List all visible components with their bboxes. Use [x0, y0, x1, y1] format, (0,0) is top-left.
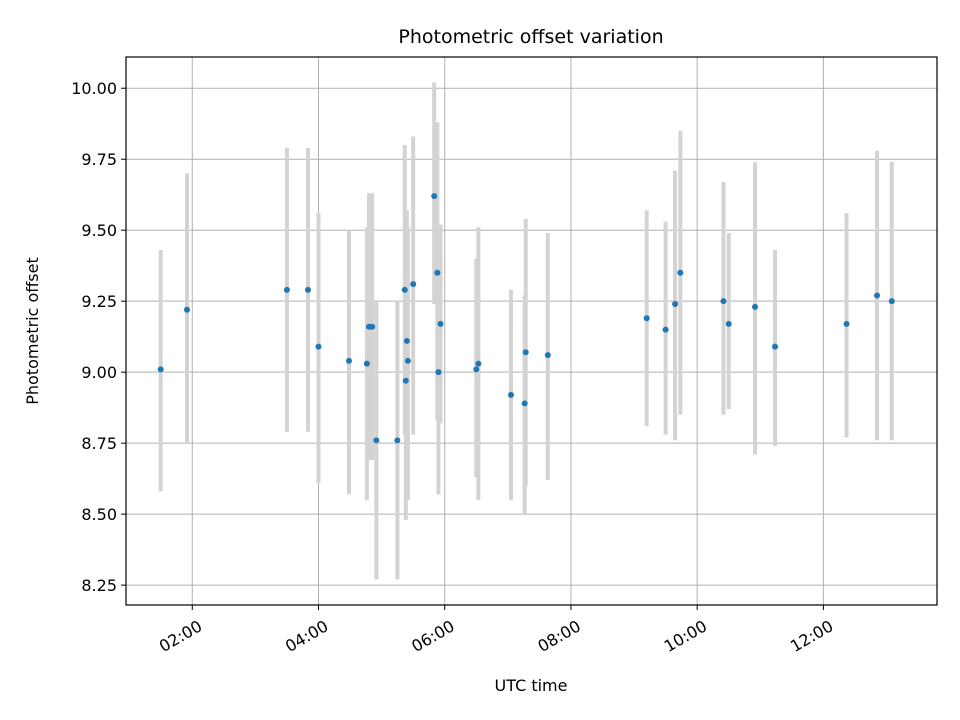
- data-point: [437, 320, 444, 327]
- y-tick-label: 9.25: [81, 292, 117, 311]
- data-point: [874, 292, 881, 299]
- y-tick-label: 8.25: [81, 576, 117, 595]
- y-tick-label: 8.50: [81, 505, 117, 524]
- data-point: [643, 315, 650, 322]
- data-point: [677, 269, 684, 276]
- data-point: [843, 320, 850, 327]
- data-point: [410, 281, 417, 288]
- data-point: [672, 301, 679, 308]
- data-point: [772, 343, 779, 350]
- data-point: [283, 286, 290, 293]
- data-point: [363, 360, 370, 367]
- y-tick-label: 9.75: [81, 150, 117, 169]
- y-axis: 8.25 8.50 8.75 9.00 9.25 9.50 9.75 10.00: [71, 79, 126, 595]
- data-point: [403, 337, 410, 344]
- data-point: [720, 298, 727, 305]
- data-point: [369, 323, 376, 330]
- data-point: [184, 306, 191, 313]
- data-point: [404, 357, 411, 364]
- plot-area: [126, 57, 937, 605]
- data-point: [507, 391, 514, 398]
- data-point: [401, 286, 408, 293]
- data-point: [473, 366, 480, 373]
- data-point: [394, 437, 401, 444]
- x-axis-label: UTC time: [495, 676, 568, 695]
- data-point: [752, 303, 759, 310]
- data-point: [662, 326, 669, 333]
- data-point: [522, 349, 529, 356]
- data-point: [475, 360, 482, 367]
- plot-frame: [125, 56, 938, 606]
- data-points: [157, 193, 895, 444]
- y-axis-label: Photometric offset: [23, 257, 42, 405]
- chart-title: Photometric offset variation: [398, 26, 663, 48]
- data-point: [544, 352, 551, 359]
- data-point: [725, 320, 732, 327]
- y-tick-label: 9.00: [81, 363, 117, 382]
- data-point: [373, 437, 380, 444]
- data-point: [345, 357, 352, 364]
- data-point: [304, 286, 311, 293]
- data-point: [157, 366, 164, 373]
- data-point: [888, 298, 895, 305]
- data-point: [435, 369, 442, 376]
- y-tick-label: 9.50: [81, 221, 117, 240]
- data-point: [315, 343, 322, 350]
- y-tick-label: 8.75: [81, 434, 117, 453]
- data-point: [434, 269, 441, 276]
- y-tick-label: 10.00: [71, 79, 117, 98]
- data-point: [431, 193, 438, 200]
- data-point: [402, 377, 409, 384]
- data-point: [521, 400, 528, 407]
